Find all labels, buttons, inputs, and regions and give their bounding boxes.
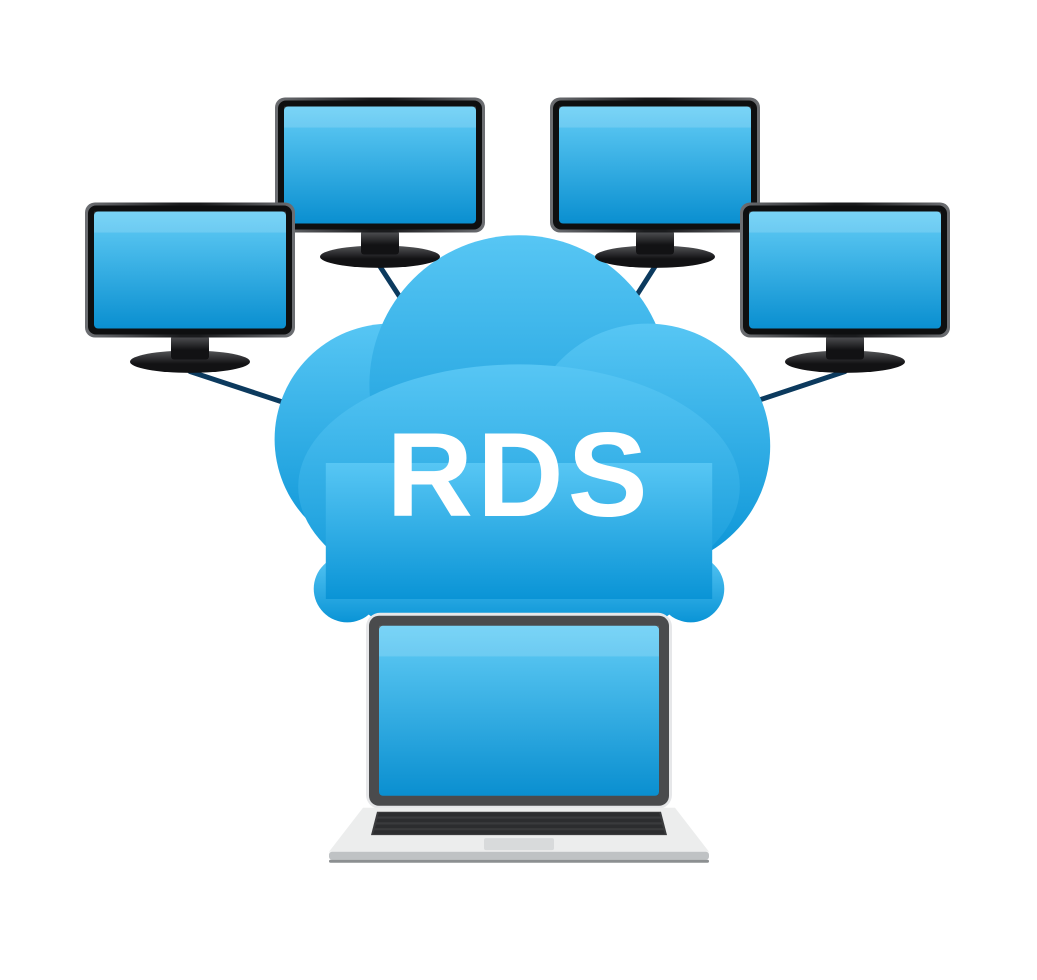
cloud-icon: [275, 235, 771, 622]
connection-line: [519, 372, 845, 481]
connection-lines-layer: [0, 0, 1037, 980]
cloud-layer: [0, 0, 1037, 980]
monitor-stand-neck: [171, 336, 209, 360]
monitor-stand-neck: [636, 231, 674, 255]
connection-line: [190, 372, 519, 481]
monitor-stand-base: [130, 351, 250, 373]
laptop-lid: [366, 613, 672, 809]
monitor-bezel: [275, 98, 485, 233]
monitor-stand-neck: [826, 336, 864, 360]
monitor-screen: [284, 107, 476, 224]
monitor-top-right: [550, 98, 760, 268]
laptop-trackpad: [484, 838, 554, 850]
laptop-front-edge: [329, 852, 709, 860]
monitor-outer-left: [85, 203, 295, 373]
monitor-bezel: [85, 203, 295, 338]
laptop-screen: [379, 626, 659, 796]
laptop-keyboard: [371, 812, 667, 835]
monitor-bezel: [740, 203, 950, 338]
monitor-screen: [94, 212, 286, 329]
connection-line: [380, 267, 519, 481]
monitor-top-left: [275, 98, 485, 268]
monitor-stand-base: [785, 351, 905, 373]
monitor-stand-base: [595, 246, 715, 268]
monitor-stand-base: [320, 246, 440, 268]
monitor-bezel: [550, 98, 760, 233]
cloud-label: RDS: [289, 406, 749, 544]
connection-line: [519, 267, 655, 481]
laptop-deck: [329, 808, 709, 852]
monitor-stand-neck: [361, 231, 399, 255]
laptop: [329, 613, 709, 863]
monitor-outer-right: [740, 203, 950, 373]
devices-layer: [0, 0, 1037, 980]
monitor-screen: [559, 107, 751, 224]
monitor-screen: [749, 212, 941, 329]
diagram-stage: RDS: [0, 0, 1037, 980]
